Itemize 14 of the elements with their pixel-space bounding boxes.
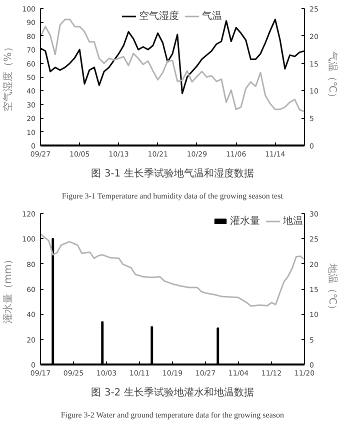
text: 图 3-2 生长季试验地灌水和地温数据 [91,386,254,398]
y2-axis-title: 地温（℃） [326,262,338,315]
text: Figure 3-2 Water and ground temperature data for the growing season [60,410,284,420]
legend-label: 地温 [283,214,303,228]
y-axis-title: 空气湿度（%） [2,42,14,112]
line-series [40,233,304,307]
text: 图 3-1 生长季试验地气温和湿度数据 [91,168,254,180]
text: Figure 3-1 Temperature and humidity data of the growing season test [62,192,284,200]
y-axis-title: 灌水量（mm） [2,254,14,324]
line-series [40,18,304,112]
legend-label: 气温 [202,10,222,23]
legend-label: 空气湿度 [139,10,179,23]
legend-label: 灌水量 [230,214,260,228]
y2-axis-title: 气温（℃） [326,51,338,103]
